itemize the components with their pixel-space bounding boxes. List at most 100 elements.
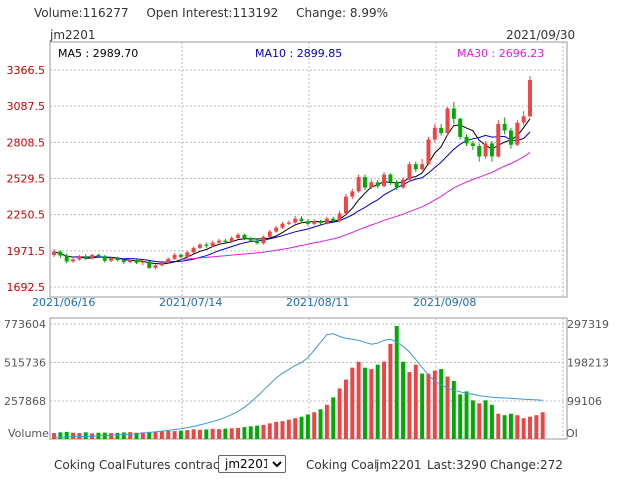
candle-body (77, 256, 82, 260)
candle-body (521, 116, 526, 123)
volume-axis-label: Volume (8, 427, 49, 440)
volume-tick-label: 515736 (4, 357, 46, 370)
candle-body (343, 196, 348, 214)
date-tick-label: 2021/07/14 (159, 296, 222, 309)
moving-average-lines (53, 118, 531, 265)
candle-body (159, 262, 164, 266)
legend-ma30: MA30 : 2696.23 (457, 47, 544, 60)
volume-bar (83, 432, 88, 439)
legend-ma10: MA10 : 2899.85 (255, 47, 342, 60)
volume-bar (489, 404, 494, 439)
candle-body (477, 146, 482, 157)
ma10-line (72, 131, 531, 263)
volume-tick-label: 257868 (4, 395, 46, 408)
volume-bar (508, 413, 513, 439)
symbol-label: jm2201 (376, 458, 422, 472)
candle-body (121, 260, 126, 263)
price-tick-label: 3366.5 (7, 64, 46, 77)
volume-bar (534, 415, 539, 439)
volume-bar (159, 431, 164, 439)
price-grid (50, 42, 567, 297)
volume-bar (388, 343, 393, 439)
volume-bar (324, 404, 329, 439)
candle-body (52, 251, 56, 255)
candle-body (331, 218, 336, 222)
candle-body (204, 244, 209, 246)
candle-body (318, 221, 323, 224)
candle-body (489, 143, 494, 157)
price-tick-label: 2250.5 (7, 209, 46, 222)
candlesticks (52, 76, 532, 270)
candle-body (261, 236, 266, 244)
contract-select[interactable]: jm2201 (218, 455, 286, 473)
contracts-label: Futures contracts (126, 458, 231, 472)
candle-body (267, 231, 272, 237)
price-tick-label: 1971.5 (7, 245, 46, 258)
candle-body (375, 182, 380, 187)
volume-tick-label: 773604 (4, 318, 46, 331)
volume-bar (286, 419, 291, 439)
volume-bar (293, 418, 298, 439)
date-axis: 2021/06/16 2021/07/14 2021/08/11 2021/09/08 (32, 296, 476, 309)
volume-bar (204, 429, 209, 439)
candle-body (134, 260, 139, 263)
volume-bar (502, 415, 507, 439)
volume-bar (140, 432, 145, 439)
candle-body (293, 218, 298, 223)
volume-bar (128, 432, 133, 439)
price-tick-label: 2808.5 (7, 136, 46, 149)
volume-bar (496, 413, 501, 439)
candle-body (223, 240, 228, 242)
candle-body (413, 164, 418, 170)
candle-body (401, 179, 406, 188)
price-change: Change:272 (490, 458, 563, 472)
candle-body (109, 258, 114, 261)
date-tick-label: 2021/09/08 (413, 296, 476, 309)
candle-body (140, 261, 145, 263)
candle-body (515, 122, 520, 145)
volume-bar (236, 427, 241, 439)
volume-bar (382, 361, 386, 439)
volume-bar (280, 421, 285, 439)
candle-body (528, 79, 532, 117)
volume-bar (121, 432, 126, 439)
candle-body (324, 218, 329, 224)
volume-bar (210, 428, 215, 439)
volume-bar (350, 367, 355, 439)
open-interest-readout: Open Interest:113192 (146, 6, 279, 20)
price-chart: 3366.5 3087.5 2808.5 2529.5 2250.5 1971.5 1692… (4, 41, 609, 440)
open-interest-line (53, 333, 543, 438)
volume-bar (470, 400, 475, 439)
candle-body (369, 182, 374, 188)
volume-bar (147, 431, 152, 439)
candle-body (185, 252, 190, 257)
candle-body (64, 255, 69, 262)
price-tick-label: 2529.5 (7, 173, 46, 186)
volume-bar (305, 414, 310, 439)
candle-body (198, 244, 202, 248)
candle-body (280, 223, 285, 228)
legend-ma5: MA5 : 2989.70 (58, 47, 138, 60)
price-axis: 3366.5 3087.5 2808.5 2529.5 2250.5 1971.5 1692… (7, 64, 46, 294)
volume-bar (134, 432, 139, 439)
volume-bar (166, 430, 171, 439)
candle-body (407, 164, 412, 180)
candle-body (217, 240, 221, 243)
candle-body (248, 238, 253, 241)
volume-bar (242, 427, 247, 439)
volume-bar (451, 381, 456, 439)
candle-body (166, 258, 171, 263)
volume-bar (52, 433, 56, 439)
volume-bar (407, 372, 412, 439)
candle-body (337, 213, 342, 222)
date-tick-label: 2021/06/16 (32, 296, 95, 309)
chart-date: 2021/09/30 (506, 28, 576, 42)
candle-body (439, 127, 444, 134)
date-tick-label: 2021/08/11 (286, 296, 349, 309)
candle-body (420, 164, 425, 170)
product-label: Coking Coal (54, 458, 126, 472)
candle-body (71, 259, 76, 262)
candle-body (363, 177, 367, 188)
candle-body (96, 254, 101, 257)
product-label-2: Coking Coal (306, 458, 378, 472)
